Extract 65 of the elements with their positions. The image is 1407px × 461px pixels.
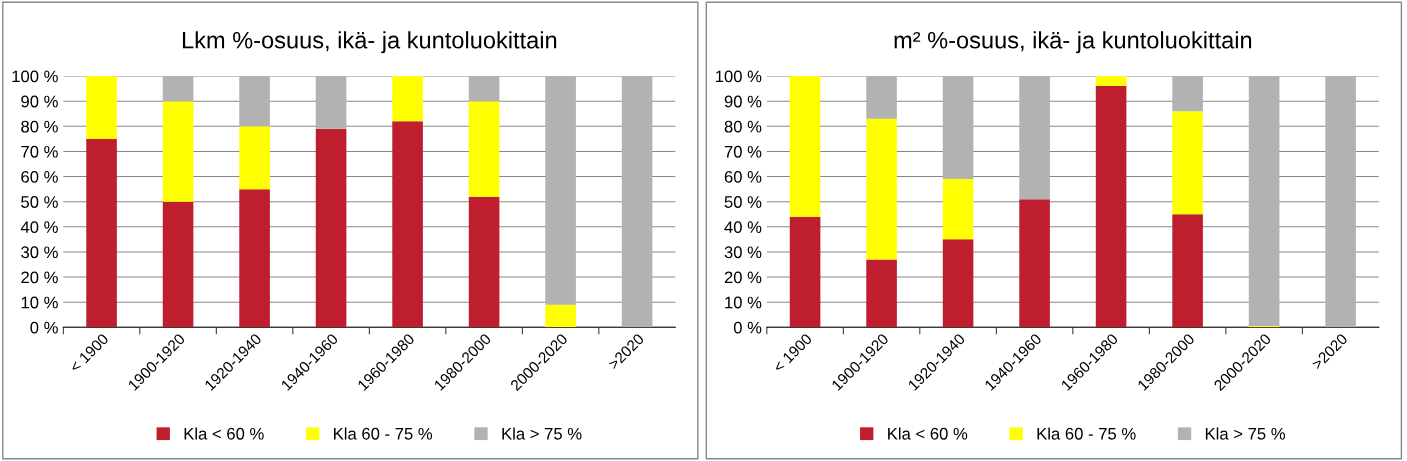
bar: [942, 239, 974, 328]
bar: [1095, 86, 1127, 328]
legend-label: Kla < 60 %: [888, 427, 968, 440]
y-tick-label: 60 %: [21, 170, 58, 183]
bar: [239, 126, 270, 190]
legend-label: Kla 60 - 75 %: [1037, 427, 1136, 440]
y-tick-label: 50 %: [724, 196, 762, 208]
y-tick-label: 70 %: [21, 145, 58, 158]
legend-label: Kla > 75 %: [1205, 427, 1286, 440]
bar: [1019, 76, 1050, 200]
y-tick-label: 60 %: [724, 170, 762, 183]
y-tick-label: 90 %: [21, 95, 58, 108]
bar: [315, 128, 347, 328]
bar: [1019, 199, 1050, 328]
bar: [392, 121, 423, 328]
legend-label: Kla < 60 %: [184, 427, 264, 440]
bar: [942, 76, 974, 180]
y-tick-label: 70 %: [724, 145, 762, 158]
bar: [315, 76, 347, 129]
bar: [866, 259, 897, 328]
y-tick-label: 10 %: [21, 296, 58, 309]
y-tick-label: 20 %: [21, 271, 58, 284]
bar: [1325, 76, 1356, 328]
bar: [86, 138, 117, 328]
bar: [545, 304, 576, 328]
y-tick-label: 80 %: [21, 120, 58, 133]
y-tick-label: 50 %: [21, 196, 58, 208]
bar: [942, 179, 974, 240]
y-tick-label: 40 %: [724, 221, 762, 234]
bar: [1172, 76, 1203, 112]
bar: [1248, 76, 1280, 327]
y-tick-label: 100 %: [715, 70, 762, 83]
bar: [392, 76, 423, 122]
bar: [239, 189, 270, 328]
bar: [866, 76, 897, 119]
y-tick-label: 80 %: [724, 120, 762, 133]
bar: [162, 101, 194, 202]
y-tick-label: 90 %: [724, 95, 762, 108]
legend-label: Kla 60 - 75 %: [334, 427, 433, 440]
bar: [468, 76, 500, 102]
bar: [162, 201, 194, 328]
bar: [239, 76, 270, 127]
bar: [789, 216, 821, 328]
y-tick-label: 20 %: [724, 271, 762, 284]
chart-title: m² %-osuus, ikä- ja kuntoluokittain: [894, 31, 1252, 54]
bar: [1172, 111, 1203, 215]
y-tick-label: 10 %: [725, 296, 762, 309]
bar: [468, 196, 500, 328]
bar: [621, 76, 653, 328]
bar: [468, 101, 500, 197]
legend-label: Kla > 75 %: [502, 427, 582, 440]
bar: [545, 76, 576, 305]
bar: [1172, 214, 1203, 328]
y-tick-label: 0 %: [733, 321, 762, 334]
bar: [1095, 76, 1127, 87]
y-tick-label: 0 %: [30, 321, 58, 334]
chart-title: Lkm %-osuus, ikä- ja kuntoluokittain: [182, 31, 557, 54]
bar: [162, 76, 194, 102]
y-tick-label: 100 %: [12, 70, 58, 83]
bar: [86, 76, 117, 139]
y-tick-label: 30 %: [724, 246, 762, 259]
y-tick-label: 40 %: [20, 221, 58, 234]
bar: [789, 76, 821, 217]
y-tick-label: 30 %: [21, 246, 58, 259]
bar: [866, 118, 897, 260]
